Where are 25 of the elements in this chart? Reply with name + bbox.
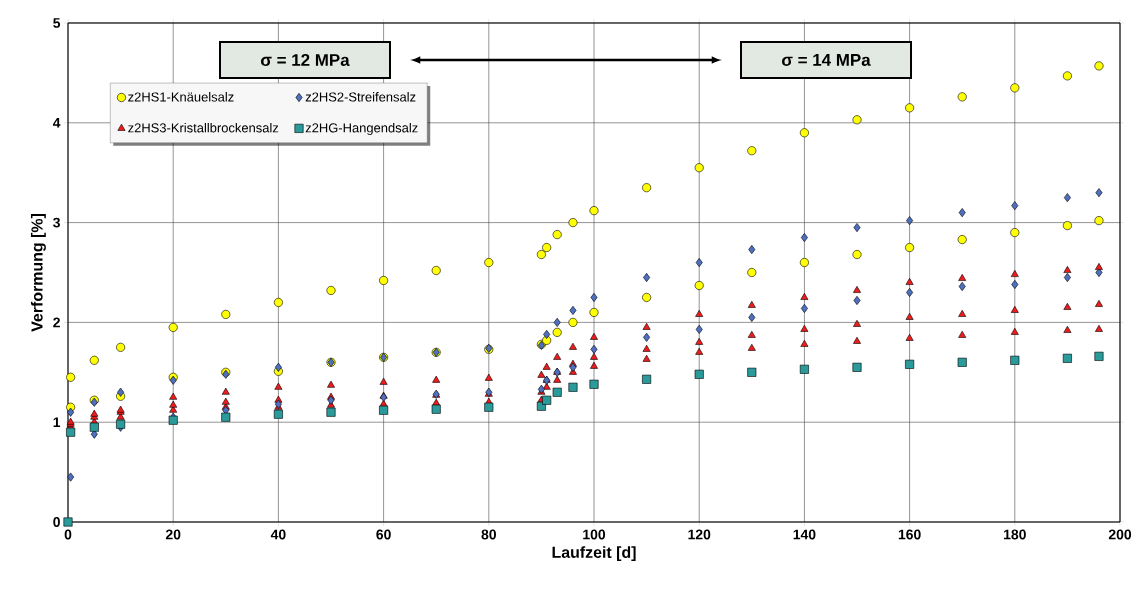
annotation: σ = 12 MPa [261,53,350,66]
y-tick-label: 0 [53,517,60,527]
legend-label: z2HG-Hangendsalz [305,122,418,135]
legend-label: z2HS1-Knäuelsalz [128,92,234,102]
x-tick-label: 180 [1004,529,1026,540]
x-tick-label: 20 [165,529,181,540]
y-tick-label: 2 [53,317,60,328]
x-tick-label: 100 [583,529,606,540]
x-tick-label: 60 [376,529,391,540]
y-tick-label: 5 [53,18,61,28]
x-tick-label: 140 [793,529,816,540]
y-axis-title: Verformung [%] [30,214,46,332]
x-tick-label: 0 [64,529,72,540]
x-tick-label: 160 [898,529,921,540]
x-axis-title: Laufzeit [d] [552,546,636,562]
x-tick-label: 40 [270,529,286,540]
x-tick-label: 80 [481,529,496,540]
legend-label: z2HS2-Streifensalz [305,92,416,102]
x-tick-label: 120 [688,529,711,540]
y-tick-label: 1 [53,417,61,427]
annotation: σ = 14 MPa [782,54,871,66]
y-tick-label: 3 [53,217,60,228]
legend-label: z2HS3-Kristallbrockensalz [128,122,279,133]
y-tick-label: 4 [52,118,61,128]
x-tick-label: 200 [1108,529,1132,540]
